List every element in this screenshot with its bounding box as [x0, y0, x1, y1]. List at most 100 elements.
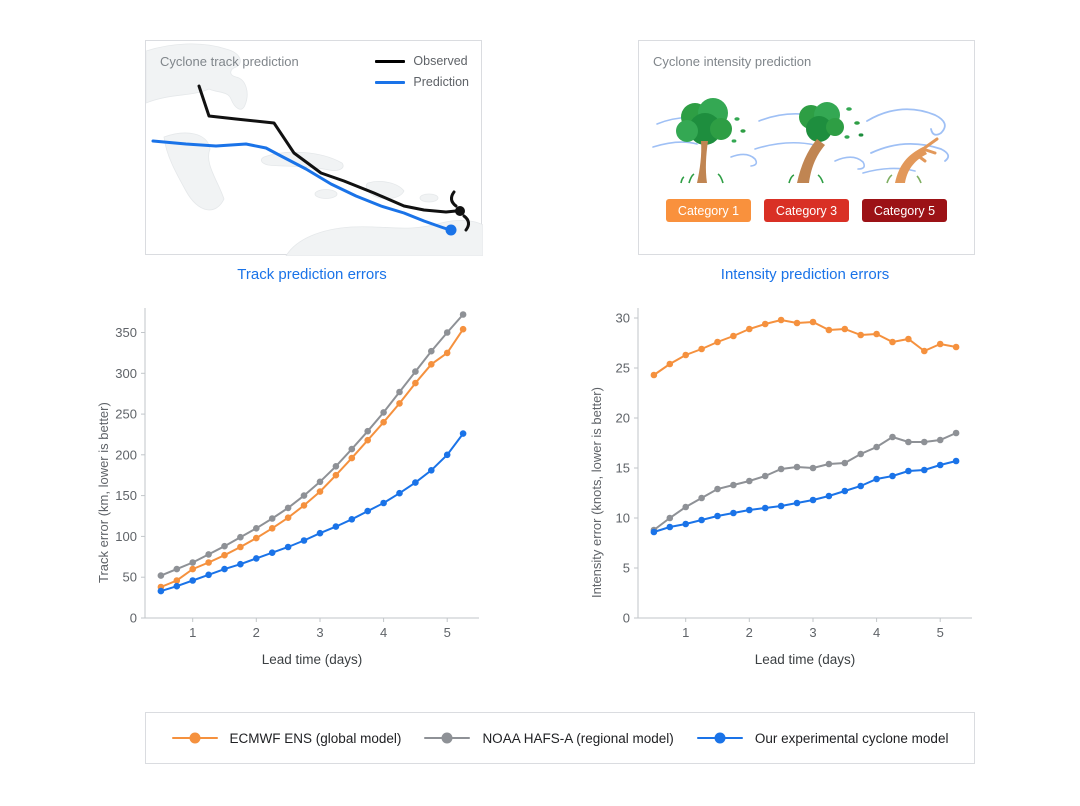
data-point: [714, 485, 721, 493]
data-point: [364, 427, 372, 435]
y-tick-label: 350: [115, 325, 137, 340]
data-point: [205, 551, 212, 558]
data-point: [666, 514, 674, 522]
data-point: [666, 360, 674, 368]
data-point: [428, 361, 435, 368]
ecmwf-legend-label: ECMWF ENS (global model): [229, 730, 402, 746]
data-point: [157, 572, 165, 579]
data-point: [253, 534, 260, 542]
data-point: [300, 537, 308, 544]
prediction-endpoint-dot: [445, 224, 457, 236]
ecmwf-marker-dot: [189, 732, 201, 744]
data-point: [300, 502, 308, 509]
data-point: [364, 436, 372, 444]
landmass-shapes: [146, 43, 483, 256]
x-tick-label: 1: [682, 625, 689, 640]
intensity-prediction-panel: Cyclone intensity prediction: [638, 40, 975, 255]
data-point: [237, 543, 244, 551]
data-point: [714, 512, 721, 520]
data-point: [889, 472, 896, 480]
y-tick-label: 50: [123, 570, 137, 585]
experimental-marker-dot: [714, 732, 726, 744]
data-point: [650, 371, 658, 379]
prediction-line-swatch: [375, 80, 406, 84]
intensity-chart-title: Intensity prediction errors: [720, 266, 890, 283]
data-point: [268, 549, 276, 556]
hafs-legend-label: NOAA HAFS-A (regional model): [482, 730, 674, 746]
data-point: [889, 338, 896, 346]
y-tick-label: 30: [616, 311, 630, 326]
data-point: [237, 560, 244, 568]
map-legend-observed: Observed: [375, 54, 469, 68]
data-point: [857, 450, 864, 458]
data-point: [459, 311, 467, 318]
hafs-marker: [424, 732, 471, 744]
data-point: [841, 459, 849, 467]
data-point: [936, 461, 944, 469]
y-tick-label: 300: [115, 366, 137, 381]
data-point: [412, 379, 419, 387]
data-point: [316, 478, 324, 486]
data-point: [316, 529, 324, 537]
tree-category-3-illustration: [754, 102, 865, 184]
data-point: [841, 487, 849, 495]
wind-category-illustrations: [652, 98, 950, 184]
data-point: [316, 488, 324, 495]
data-point: [698, 494, 705, 502]
data-point: [730, 481, 737, 489]
y-tick-label: 0: [623, 611, 630, 626]
track-x-axis-label: Lead time (days): [261, 652, 363, 667]
data-point: [682, 520, 689, 528]
data-point: [221, 551, 228, 559]
y-tick-label: 10: [616, 511, 630, 526]
data-point: [221, 565, 228, 573]
data-point: [348, 516, 356, 523]
data-point: [809, 496, 817, 504]
data-point: [221, 542, 228, 550]
y-tick-label: 15: [616, 461, 630, 476]
data-point: [284, 504, 292, 512]
y-tick-label: 200: [115, 447, 137, 462]
prediction-track-line: [151, 139, 452, 232]
data-point: [443, 329, 451, 336]
track-y-axis-label: Track error (km, lower is better): [96, 402, 111, 584]
data-point: [952, 343, 960, 351]
data-point: [332, 463, 340, 470]
data-point: [730, 332, 737, 340]
prediction-label: Prediction: [413, 75, 469, 89]
data-point: [682, 351, 689, 359]
data-point: [746, 477, 753, 485]
intensity-error-chart-block: Intensity prediction errors Intensity er…: [585, 266, 985, 667]
map-legend-prediction: Prediction: [375, 75, 469, 89]
x-tick-label: 2: [746, 625, 753, 640]
category-3-badge: Category 3: [764, 199, 849, 222]
data-point: [952, 429, 960, 437]
data-point: [857, 331, 864, 339]
data-point: [841, 325, 849, 333]
data-point: [364, 507, 372, 515]
data-point: [284, 543, 292, 551]
intensity-y-axis-label: Intensity error (knots, lower is better): [589, 387, 604, 599]
data-point: [332, 471, 340, 479]
ecmwf-marker: [171, 732, 218, 744]
data-point: [428, 467, 435, 474]
data-point: [936, 436, 944, 444]
data-point: [396, 489, 403, 497]
data-point: [189, 559, 196, 566]
data-point: [396, 388, 403, 396]
data-point: [205, 559, 212, 566]
track-error-chart-block: Track prediction errors Track error (km,…: [92, 266, 492, 667]
data-point: [348, 445, 356, 453]
series-line-1: [653, 432, 957, 531]
data-point: [873, 443, 880, 451]
observed-line-swatch: [375, 59, 406, 63]
data-point: [857, 482, 864, 490]
observed-track-line: [197, 84, 458, 214]
data-point: [380, 499, 387, 507]
data-point: [173, 582, 181, 590]
tree-category-1-illustration: [652, 98, 758, 184]
data-point: [332, 523, 340, 530]
data-point: [825, 460, 833, 468]
data-point: [730, 509, 737, 517]
x-tick-label: 5: [937, 625, 944, 640]
